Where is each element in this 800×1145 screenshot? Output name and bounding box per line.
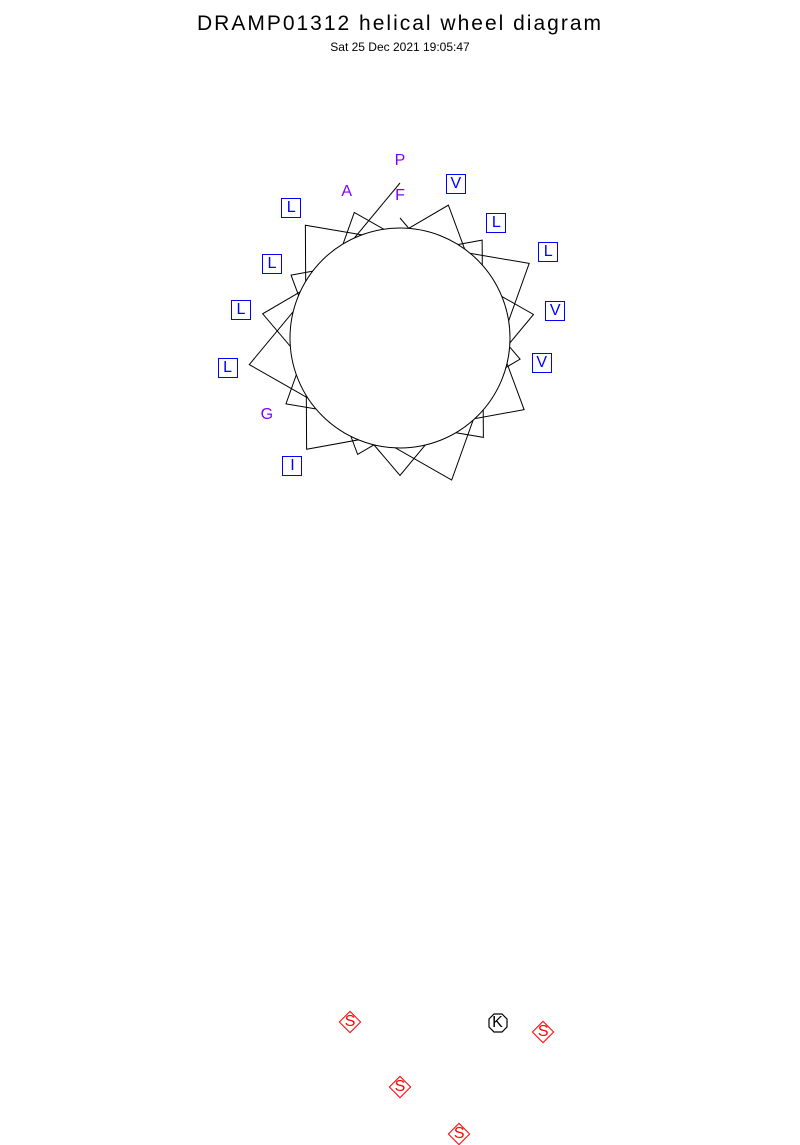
residue-6-K: K (488, 1013, 508, 1033)
residue-7-G: G (261, 407, 273, 423)
wheel-circle (290, 228, 510, 448)
residue-labels-layer: FVSLLKGAVSLVSILLSLP (0, 605, 800, 713)
residue-10-S: S (389, 1076, 411, 1098)
wheel-svg (0, 58, 800, 600)
residue-18-L: L (218, 358, 238, 378)
residue-16-L: L (538, 242, 558, 262)
residue-8-A: A (341, 184, 352, 200)
helical-wheel-diagram: FVSLLKGAVSLVSILLSLP (0, 58, 800, 600)
residue-12-V: V (446, 174, 466, 194)
residue-1-F: F (395, 188, 405, 204)
residue-15-L: L (281, 198, 301, 218)
residue-2-V: V (532, 353, 552, 373)
residue-5-L: L (486, 213, 506, 233)
page-title: DRAMP01312 helical wheel diagram (0, 12, 800, 36)
residue-3-S: S (339, 1011, 361, 1033)
residue-9-V: V (545, 301, 565, 321)
residue-11-L: L (231, 300, 251, 320)
residue-17-S: S (448, 1123, 470, 1145)
residue-14-I: I (282, 456, 302, 476)
residue-4-L: L (262, 254, 282, 274)
residue-13-S: S (532, 1021, 554, 1043)
residue-19-P: P (395, 153, 406, 169)
timestamp: Sat 25 Dec 2021 19:05:47 (0, 40, 800, 54)
